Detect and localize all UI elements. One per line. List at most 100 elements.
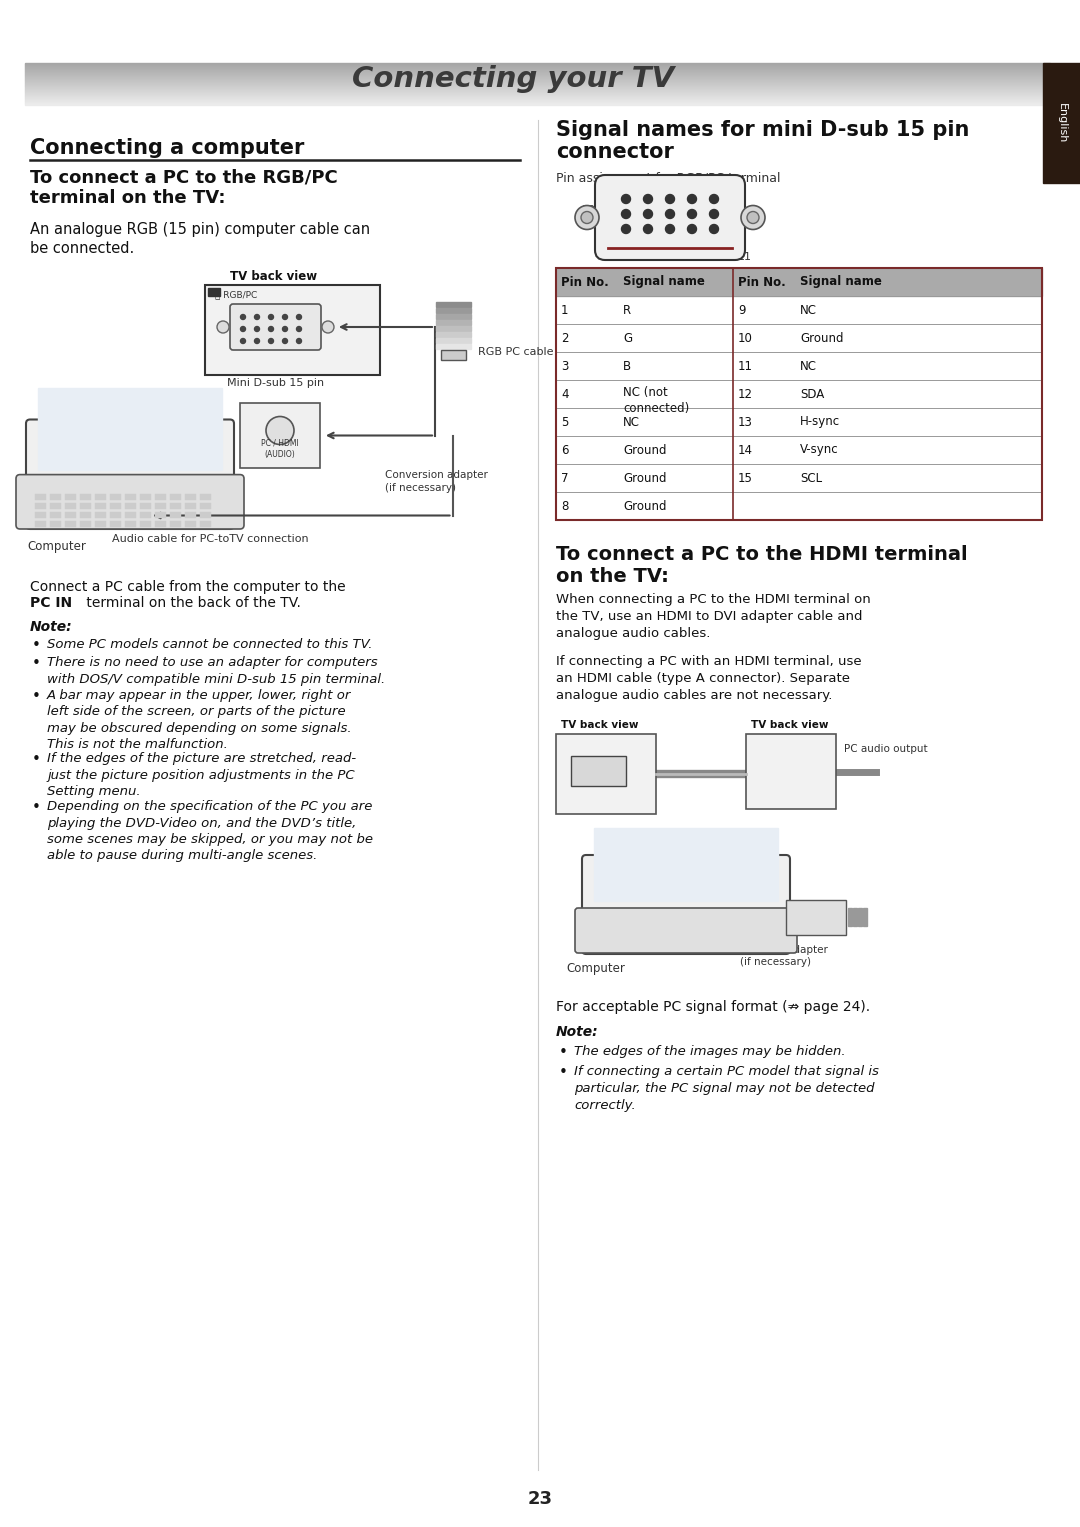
Text: PC audio output: PC audio output [843,744,928,754]
Bar [556,734,656,814]
Text: TV back view: TV back view [751,721,828,730]
Circle shape [688,209,697,218]
Circle shape [644,194,652,203]
Bar [95,502,106,508]
FancyBboxPatch shape [582,855,789,954]
Text: •: • [559,1044,568,1060]
Circle shape [322,321,334,333]
Bar [848,909,852,925]
Text: NC: NC [800,304,816,316]
Bar [80,521,91,527]
Text: 4: 4 [561,388,568,400]
Text: Signal name: Signal name [623,275,705,289]
Bar [185,502,195,508]
Bar [80,512,91,518]
Text: Depending on the specification of the PC you are
playing the DVD-Video on, and t: Depending on the specification of the PC… [48,800,373,863]
Text: V-sync: V-sync [800,443,839,457]
Text: Pin No.: Pin No. [738,275,786,289]
Text: The edges of the images may be hidden.: The edges of the images may be hidden. [573,1044,846,1058]
Text: B: B [623,359,631,373]
Bar [65,521,76,527]
Bar [436,325,471,331]
Text: 12: 12 [738,388,753,400]
Bar [863,909,867,925]
Bar [185,512,195,518]
Text: Signal name: Signal name [800,275,882,289]
Bar [110,521,121,527]
Bar [436,331,471,337]
Text: H-sync: H-sync [800,415,840,429]
Text: Ground: Ground [623,443,666,457]
Bar [125,521,136,527]
Text: Connecting a computer: Connecting a computer [30,137,305,157]
Text: Computer: Computer [566,962,625,976]
Text: 11: 11 [738,359,753,373]
Text: Connecting your TV: Connecting your TV [352,66,674,93]
Bar [50,521,60,527]
Text: Pin No.: Pin No. [561,275,609,289]
Circle shape [297,315,301,319]
Bar [80,493,91,499]
Text: 6: 6 [561,443,568,457]
Circle shape [710,224,718,234]
Circle shape [688,194,697,203]
Circle shape [710,209,718,218]
Text: 15: 15 [642,252,654,263]
Bar [858,909,862,925]
Bar [140,502,151,508]
Circle shape [297,339,301,344]
Text: 10: 10 [738,331,753,345]
FancyBboxPatch shape [595,176,745,260]
Circle shape [621,194,631,203]
Circle shape [283,339,287,344]
Bar [436,344,471,350]
Text: 7: 7 [561,472,568,484]
Text: 23: 23 [527,1490,553,1509]
Bar [38,388,222,469]
Circle shape [241,327,245,331]
Bar [65,512,76,518]
Circle shape [283,327,287,331]
Text: Conversion adapter
(if necessary): Conversion adapter (if necessary) [384,470,488,493]
Circle shape [269,315,273,319]
Text: Note:: Note: [30,620,72,634]
Bar [156,521,166,527]
Text: 3: 3 [561,359,568,373]
Text: Computer: Computer [27,541,86,553]
Bar [140,493,151,499]
Bar [110,512,121,518]
Bar [35,502,46,508]
Bar [594,828,778,901]
Bar [50,512,60,518]
Bar [240,403,320,467]
Bar [200,493,211,499]
Text: Ground: Ground [623,499,666,513]
Text: SDA: SDA [800,388,824,400]
Text: 6: 6 [750,205,756,215]
Bar [746,734,836,809]
Bar [50,493,60,499]
Bar [436,302,471,307]
Text: Ground: Ground [623,472,666,484]
Bar [95,521,106,527]
Text: Note:: Note: [556,1025,598,1038]
Text: Connect a PC cable from the computer to the: Connect a PC cable from the computer to … [30,580,346,594]
Bar [200,521,211,527]
Bar [205,286,380,376]
Text: Ⓡ RGB/PC: Ⓡ RGB/PC [215,290,257,299]
Text: •: • [559,1064,568,1080]
Circle shape [621,224,631,234]
Text: Conversion adapter
(if necessary): Conversion adapter (if necessary) [725,945,827,968]
Bar [185,493,195,499]
Text: Pin assignment for RGB/PC terminal: Pin assignment for RGB/PC terminal [556,173,781,185]
Bar [436,315,471,319]
Circle shape [283,315,287,319]
Bar [556,269,1042,521]
Text: Some PC models cannot be connected to this TV.: Some PC models cannot be connected to th… [48,638,373,651]
Text: 13: 13 [738,415,753,429]
Bar [80,502,91,508]
Circle shape [741,206,765,229]
Text: 8: 8 [561,499,568,513]
Circle shape [665,194,675,203]
FancyBboxPatch shape [16,475,244,528]
